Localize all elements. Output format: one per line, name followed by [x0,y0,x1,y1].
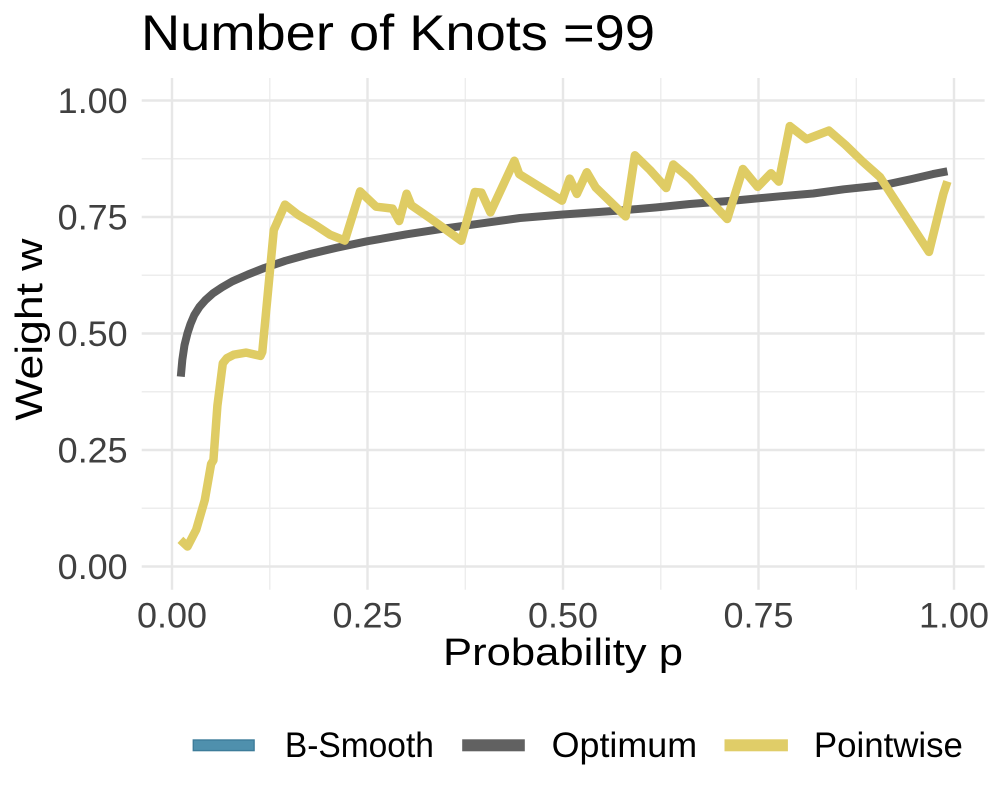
svg-text:0.00: 0.00 [58,548,128,587]
svg-text:0.25: 0.25 [58,432,128,471]
svg-text:0.00: 0.00 [137,597,207,636]
svg-text:Number of Knots =99: Number of Knots =99 [141,5,655,61]
svg-text:B-Smooth: B-Smooth [285,726,434,765]
svg-text:0.50: 0.50 [528,597,598,636]
svg-text:0.75: 0.75 [58,199,128,238]
svg-text:Optimum: Optimum [552,726,698,765]
svg-text:0.25: 0.25 [333,597,403,636]
svg-text:1.00: 1.00 [919,597,989,636]
svg-text:Weight w: Weight w [9,238,51,421]
svg-text:Probability p: Probability p [443,632,683,674]
svg-text:1.00: 1.00 [58,82,128,121]
svg-text:Pointwise: Pointwise [814,726,963,765]
svg-text:0.50: 0.50 [58,315,128,354]
svg-text:0.75: 0.75 [724,597,794,636]
